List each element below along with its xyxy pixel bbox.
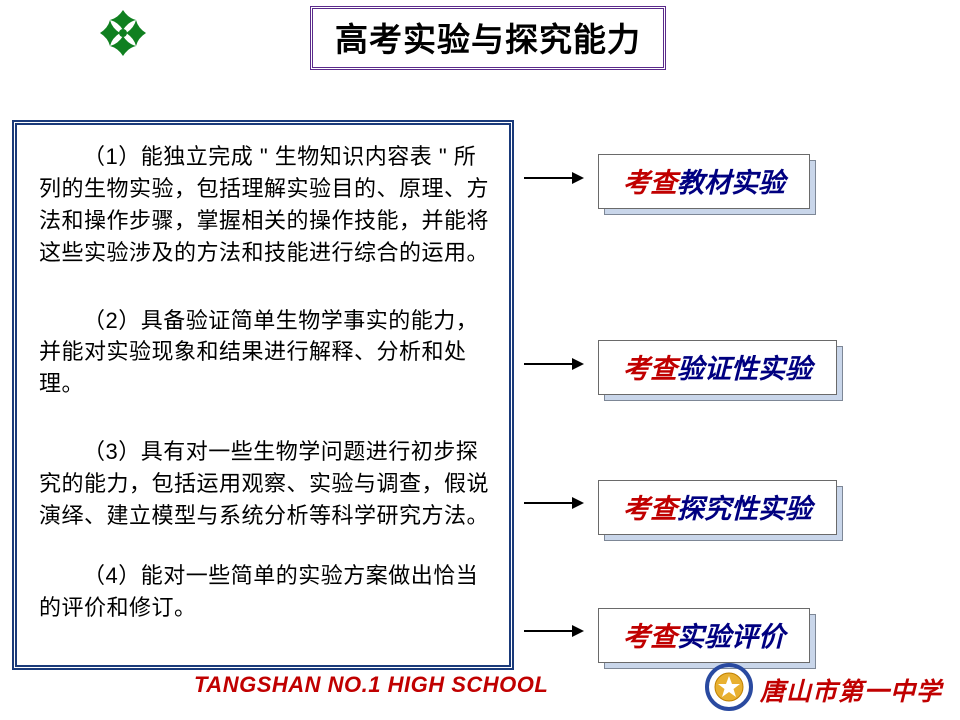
badge-textbook-experiment: 考查教材实验 [598, 154, 810, 209]
ornament-icon [96, 6, 150, 60]
paragraph-3: （3）具有对一些生物学问题进行初步探究的能力，包括运用观察、实验与调查，假说演绎… [39, 436, 491, 532]
footer-school-cn: 唐山市第一中学 [760, 672, 942, 708]
paragraph-4: （4）能对一些简单的实验方案做出恰当的评价和修订。 [39, 560, 491, 624]
badge-evaluate-experiment: 考查实验评价 [598, 608, 810, 663]
arrow-icon [524, 177, 582, 179]
page-title: 高考实验与探究能力 [335, 23, 641, 59]
badge-verify-experiment: 考查验证性实验 [598, 340, 837, 395]
content-box: （1）能独立完成 " 生物知识内容表 " 所列的生物实验，包括理解实验目的、原理… [12, 120, 514, 670]
title-box: 高考实验与探究能力 [310, 6, 666, 70]
badge-explore-experiment: 考查探究性实验 [598, 480, 837, 535]
arrow-icon [524, 363, 582, 365]
paragraph-1: （1）能独立完成 " 生物知识内容表 " 所列的生物实验，包括理解实验目的、原理… [39, 141, 491, 269]
arrow-icon [524, 502, 582, 504]
footer-school-en: TANGSHAN NO.1 HIGH SCHOOL [194, 672, 548, 698]
arrow-icon [524, 630, 582, 632]
school-seal-icon [704, 662, 754, 712]
paragraph-2: （2）具备验证简单生物学事实的能力，并能对实验现象和结果进行解释、分析和处理。 [39, 305, 491, 401]
